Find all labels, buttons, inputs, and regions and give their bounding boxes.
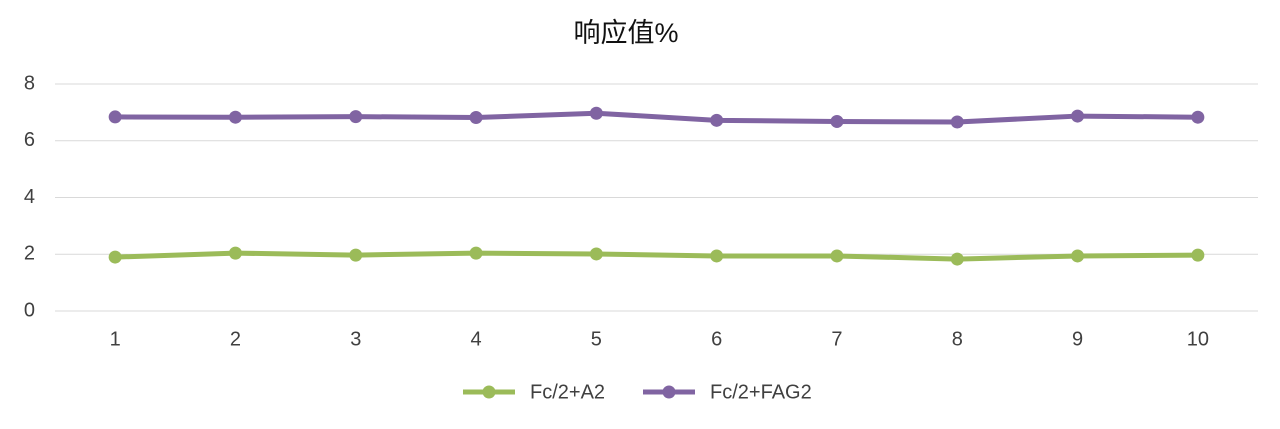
data-point <box>710 113 724 127</box>
legend-marker <box>482 385 496 399</box>
data-point <box>830 114 844 128</box>
x-tick-label: 7 <box>831 328 842 350</box>
x-tick-label: 9 <box>1072 328 1083 350</box>
data-point <box>1191 248 1205 262</box>
x-tick-label: 8 <box>952 328 963 350</box>
data-point <box>1191 110 1205 124</box>
x-tick-label: 5 <box>591 328 602 350</box>
x-tick-label: 2 <box>230 328 241 350</box>
data-point <box>830 249 844 263</box>
y-tick-label: 2 <box>24 243 35 265</box>
data-point <box>469 110 483 124</box>
x-tick-label: 6 <box>711 328 722 350</box>
data-point <box>228 246 242 260</box>
data-point <box>349 110 363 124</box>
legend-label: Fc/2+FAG2 <box>710 381 812 403</box>
data-point <box>349 248 363 262</box>
data-point <box>950 115 964 129</box>
data-point <box>589 247 603 261</box>
data-point <box>1071 249 1085 263</box>
data-point <box>710 249 724 263</box>
x-tick-label: 1 <box>110 328 121 350</box>
data-point <box>228 110 242 124</box>
x-tick-label: 4 <box>470 328 481 350</box>
x-tick-label: 3 <box>350 328 361 350</box>
data-point <box>108 250 122 264</box>
chart-title: 响应值% <box>573 18 678 48</box>
series-line <box>115 250 1198 262</box>
y-tick-label: 0 <box>24 299 35 321</box>
x-tick-label: 10 <box>1187 328 1209 350</box>
data-point <box>1071 109 1085 123</box>
y-tick-label: 8 <box>24 72 35 94</box>
legend-marker <box>662 385 676 399</box>
legend-label: Fc/2+A2 <box>530 381 605 403</box>
y-tick-label: 6 <box>24 129 35 151</box>
data-point <box>469 246 483 260</box>
y-tick-label: 4 <box>24 186 35 208</box>
data-point <box>589 106 603 120</box>
data-point <box>108 110 122 124</box>
data-point <box>950 252 964 266</box>
series-line <box>115 110 1198 125</box>
